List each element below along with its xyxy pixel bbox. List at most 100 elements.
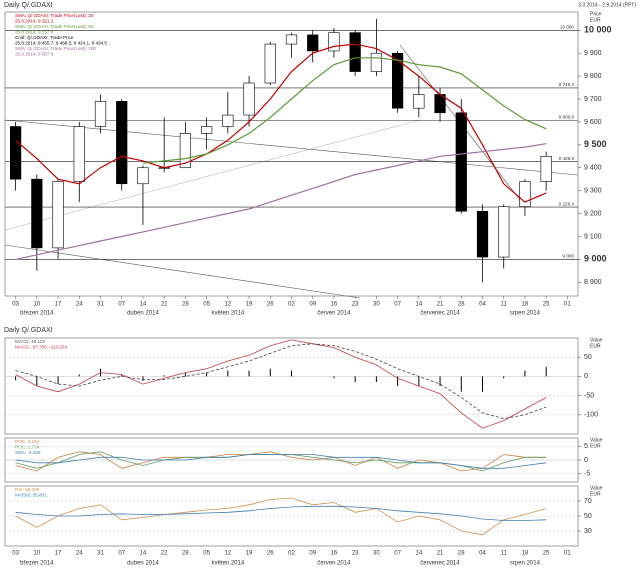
x-tick-label: 14 (415, 551, 422, 557)
candle-body (179, 133, 191, 169)
month-label: červenec 2014 (420, 561, 460, 567)
y-axis-label: Price (590, 11, 602, 17)
legend-entry: 25.8.2014; 9 557.8 (15, 30, 54, 35)
y-tick-label: 9 900 (584, 50, 602, 57)
x-tick-label: 02 (288, 302, 295, 308)
x-tick-label: 05 (203, 551, 210, 557)
histogram-bar (142, 376, 144, 382)
x-tick-label: 11 (501, 551, 508, 557)
candle-body (370, 52, 382, 72)
y-tick-label: 8 900 (584, 279, 602, 286)
histogram-bar (121, 374, 123, 377)
legend-entry: SMA; Q/.GDAXI; Trade Price(Last); 20 (15, 13, 94, 18)
x-tick-label: 19 (246, 551, 253, 557)
x-tick-label: 25 (543, 302, 550, 308)
x-tick-label: 03 (12, 302, 19, 308)
y-tick-label: 5 (584, 443, 588, 450)
y-axis-unit: EUR (590, 491, 601, 497)
month-label: červenec 2014 (420, 311, 460, 317)
legend-entry: ROC; 4.191 (15, 439, 40, 444)
x-tick-label: 02 (288, 551, 295, 557)
x-tick-label: 26 (267, 551, 274, 557)
histogram-bar (333, 376, 335, 379)
x-tick-label: 18 (522, 302, 529, 308)
legend-entry: 25.8.2014; 9 321.2 (15, 19, 54, 24)
x-tick-label: 01 (564, 302, 571, 308)
x-tick-label: 23 (352, 551, 359, 557)
y-axis-label: Value (590, 437, 603, 443)
candle-body (52, 181, 64, 249)
x-tick-label: 07 (118, 302, 125, 308)
candle-body (307, 34, 319, 52)
candle-body (328, 32, 340, 52)
legend-entry: MACD; 46.102 (15, 339, 46, 344)
x-tick-label: 12 (224, 551, 231, 557)
histogram-bar (439, 376, 441, 386)
x-tick-label: 05 (203, 302, 210, 308)
level-label: 10 000 (560, 25, 574, 30)
date-range: 3.3.2014 - 2.9.2014 (PPT) (578, 2, 636, 8)
y-tick-label: -50 (584, 392, 594, 399)
histogram-bar (460, 376, 462, 392)
candle-body (137, 167, 149, 185)
histogram-bar (375, 376, 377, 383)
legend-entry: 25.8.2014; 9 455.7; 9 468.5; 9 424.1; 9 … (15, 41, 107, 46)
month-label: květen 2014 (211, 561, 244, 567)
candle-body (222, 114, 234, 127)
x-tick-label: 09 (309, 302, 316, 308)
y-tick-label: -5 (584, 471, 590, 478)
y-tick-label: 9 500 (584, 139, 607, 149)
x-tick-label: 14 (415, 302, 422, 308)
candle-body (31, 178, 43, 249)
candle-body (243, 82, 255, 116)
candle-body (498, 206, 510, 258)
y-tick-label: 9 700 (584, 96, 602, 103)
histogram-bar (15, 376, 17, 381)
x-tick-label: 22 (161, 551, 168, 557)
y-tick-label: 9 300 (584, 187, 602, 194)
candle-body (264, 43, 276, 84)
level-label: 9 000 (563, 254, 575, 259)
y-tick-label: 0 (584, 373, 588, 380)
y-tick-label: 9 100 (584, 233, 602, 240)
candle-body (540, 155, 552, 182)
month-label: březen 2014 (20, 311, 54, 317)
x-tick-label: 07 (394, 551, 401, 557)
y-tick-label: 70 (584, 498, 592, 505)
x-tick-label: 16 (331, 302, 338, 308)
series-line (15, 343, 547, 420)
candle-body (201, 126, 213, 134)
panel-frame (4, 337, 579, 435)
candle-body (94, 101, 107, 127)
legend-entry: 25.8.2014; 9 507.6 (15, 52, 54, 57)
trend-line (4, 244, 361, 299)
x-tick-label: 21 (437, 302, 444, 308)
histogram-bar (503, 376, 505, 379)
histogram-bar (482, 376, 483, 392)
candle-body (285, 34, 298, 45)
series-line (15, 497, 547, 536)
histogram-bar (291, 370, 292, 377)
y-tick-label: 30 (584, 528, 592, 535)
y-tick-label: 9 800 (584, 73, 602, 80)
x-tick-label: 28 (458, 302, 465, 308)
x-tick-label: 31 (97, 302, 104, 308)
legend-entry: MA(50); 55.601 (15, 493, 47, 498)
month-label: květen 2014 (211, 311, 244, 317)
x-tick-label: 22 (161, 302, 168, 308)
panel-title: Daily Q/.GDAXI (4, 327, 53, 334)
x-tick-label: 24 (76, 551, 83, 557)
month-label: březen 2014 (20, 561, 54, 567)
candle-body (455, 112, 467, 212)
y-tick-label: 50 (584, 354, 592, 361)
x-tick-label: 03 (12, 551, 19, 557)
x-tick-label: 10 (33, 551, 40, 557)
y-tick-label: -100 (584, 412, 598, 419)
series-line (15, 454, 547, 469)
x-tick-label: 17 (55, 302, 62, 308)
histogram-bar (354, 376, 356, 383)
y-axis-unit: EUR (590, 343, 601, 349)
y-tick-label: 9 200 (584, 210, 602, 217)
month-label: duben 2014 (127, 311, 159, 317)
